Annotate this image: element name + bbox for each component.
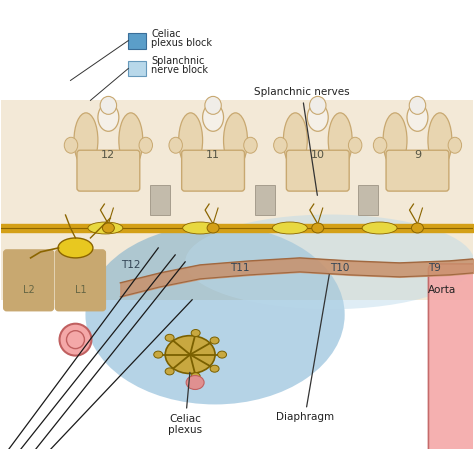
Text: 10: 10 xyxy=(311,150,325,160)
Ellipse shape xyxy=(383,113,407,168)
Ellipse shape xyxy=(224,113,247,168)
Text: Celiac: Celiac xyxy=(151,29,181,39)
Bar xyxy=(128,32,146,49)
Ellipse shape xyxy=(191,373,200,380)
Ellipse shape xyxy=(328,113,352,168)
Ellipse shape xyxy=(273,137,287,153)
Text: Splanchnic: Splanchnic xyxy=(151,57,205,67)
Ellipse shape xyxy=(98,104,119,131)
Ellipse shape xyxy=(186,376,204,390)
Ellipse shape xyxy=(139,137,153,153)
Ellipse shape xyxy=(244,137,257,153)
Ellipse shape xyxy=(154,351,163,358)
Ellipse shape xyxy=(165,336,215,374)
Ellipse shape xyxy=(179,113,202,168)
Ellipse shape xyxy=(169,137,182,153)
FancyBboxPatch shape xyxy=(4,250,54,311)
Bar xyxy=(0,100,474,300)
Ellipse shape xyxy=(119,113,143,168)
Bar xyxy=(150,185,170,215)
Text: Celiac
plexus: Celiac plexus xyxy=(168,372,202,435)
Ellipse shape xyxy=(362,222,397,234)
Ellipse shape xyxy=(205,96,221,114)
Ellipse shape xyxy=(409,96,426,114)
Ellipse shape xyxy=(218,351,227,358)
Ellipse shape xyxy=(374,137,387,153)
Ellipse shape xyxy=(74,113,98,168)
Ellipse shape xyxy=(210,365,219,372)
Text: L1: L1 xyxy=(74,285,86,295)
Ellipse shape xyxy=(407,104,428,131)
Ellipse shape xyxy=(58,238,93,258)
Text: 9: 9 xyxy=(414,150,421,160)
Ellipse shape xyxy=(283,113,307,168)
Bar xyxy=(255,185,275,215)
Text: 11: 11 xyxy=(206,150,220,160)
Text: Aorta: Aorta xyxy=(428,285,456,295)
FancyBboxPatch shape xyxy=(182,150,245,191)
Ellipse shape xyxy=(310,96,326,114)
Ellipse shape xyxy=(411,223,423,233)
Ellipse shape xyxy=(64,137,78,153)
Text: T10: T10 xyxy=(330,263,349,273)
Text: T12: T12 xyxy=(120,260,140,270)
Ellipse shape xyxy=(207,223,219,233)
Ellipse shape xyxy=(185,215,474,309)
Ellipse shape xyxy=(307,104,328,131)
FancyBboxPatch shape xyxy=(55,250,105,311)
Text: T11: T11 xyxy=(230,263,250,273)
Ellipse shape xyxy=(165,334,174,341)
Text: Diaphragm: Diaphragm xyxy=(276,274,334,423)
Circle shape xyxy=(60,324,91,356)
Ellipse shape xyxy=(165,368,174,375)
Ellipse shape xyxy=(312,223,324,233)
Text: L2: L2 xyxy=(23,285,35,295)
Text: plexus block: plexus block xyxy=(151,37,212,48)
Ellipse shape xyxy=(85,225,345,405)
Text: T9: T9 xyxy=(428,263,441,273)
Ellipse shape xyxy=(202,104,224,131)
Ellipse shape xyxy=(448,137,462,153)
Ellipse shape xyxy=(348,137,362,153)
Ellipse shape xyxy=(182,222,218,234)
Ellipse shape xyxy=(428,113,452,168)
FancyBboxPatch shape xyxy=(386,150,449,191)
Ellipse shape xyxy=(100,96,117,114)
Text: Splanchnic nerves: Splanchnic nerves xyxy=(254,87,350,195)
Text: nerve block: nerve block xyxy=(151,65,208,76)
Ellipse shape xyxy=(191,329,200,337)
Ellipse shape xyxy=(102,223,114,233)
Bar xyxy=(358,185,378,215)
Ellipse shape xyxy=(88,222,123,234)
FancyBboxPatch shape xyxy=(286,150,349,191)
Ellipse shape xyxy=(210,337,219,344)
Ellipse shape xyxy=(273,222,307,234)
FancyBboxPatch shape xyxy=(77,150,140,191)
Bar xyxy=(128,60,146,76)
Text: 12: 12 xyxy=(101,150,116,160)
FancyBboxPatch shape xyxy=(428,264,474,450)
